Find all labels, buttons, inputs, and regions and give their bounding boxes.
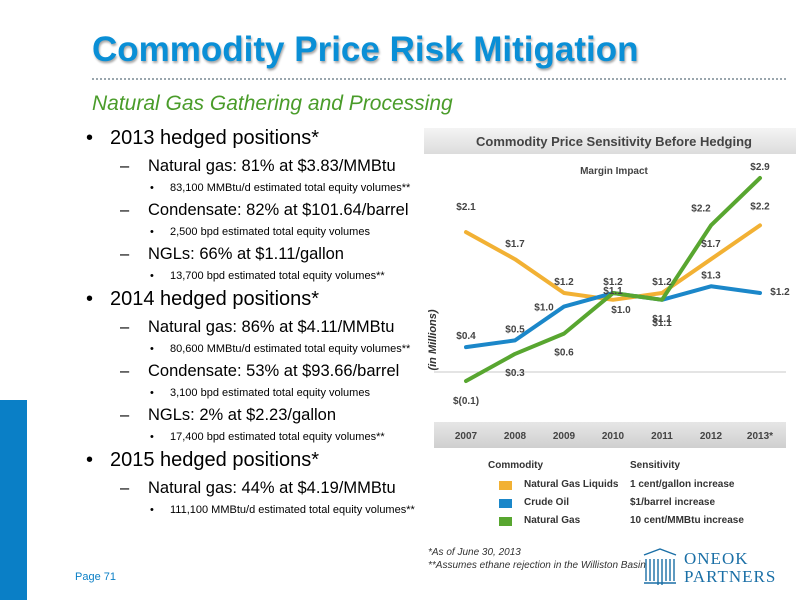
y-axis-label: (in Millions) <box>427 309 439 370</box>
note-bullet: 111,100 MMBtu/d estimated total equity v… <box>78 503 418 517</box>
sensitivity-chart: Commodity Price Sensitivity Before Hedgi… <box>424 128 796 540</box>
data-label: $1.7 <box>505 239 525 250</box>
data-label: $0.6 <box>554 348 574 359</box>
data-label: $1.2 <box>603 277 623 288</box>
legend-row-ngl: Natural Gas Liquids 1 cent/gallon increa… <box>424 479 796 493</box>
bullet-list: 2013 hedged positions* Natural gas: 81% … <box>78 122 418 521</box>
sub-bullet: Natural gas: 44% at $4.19/MMBtu <box>78 478 418 499</box>
data-label: $1.0 <box>611 305 631 316</box>
data-label: $1.0 <box>534 303 554 314</box>
note-bullet: 2,500 bpd estimated total equity volumes <box>78 225 418 239</box>
page-number: Page 71 <box>75 571 116 583</box>
data-label: $0.4 <box>456 331 476 342</box>
note-bullet: 17,400 bpd estimated total equity volume… <box>78 430 418 444</box>
data-label: $1.7 <box>701 239 721 250</box>
data-label: $1.1 <box>652 314 672 325</box>
footnotes: *As of June 30, 2013 **Assumes ethane re… <box>428 546 646 572</box>
legend-sensitivity: 1 cent/gallon increase <box>630 479 735 490</box>
x-tick-label: 2010 <box>602 431 625 442</box>
logo-text-partners: PARTNERS <box>684 567 777 586</box>
x-tick-label: 2007 <box>455 431 478 442</box>
x-tick-label: 2012 <box>700 431 723 442</box>
note-bullet: 13,700 bpd estimated total equity volume… <box>78 269 418 283</box>
sub-bullet: NGLs: 66% at $1.11/gallon <box>78 244 418 265</box>
legend-row-gas: Natural Gas 10 cent/MMBtu increase <box>424 515 796 529</box>
data-label: $1.2 <box>770 287 790 298</box>
chart-canvas: Commodity Price Sensitivity Before Hedgi… <box>424 128 796 448</box>
chart-subtitle: Margin Impact <box>580 166 648 177</box>
data-label: $1.2 <box>652 277 672 288</box>
legend-row-crude: Crude Oil $1/barrel increase <box>424 497 796 511</box>
data-label: $1.1 <box>652 318 672 329</box>
data-label: $(0.1) <box>453 396 479 407</box>
data-label: $0.3 <box>505 368 525 379</box>
legend-name: Natural Gas <box>524 515 581 526</box>
data-label: $2.1 <box>456 202 476 213</box>
logo-text-oneok: ONEOK <box>684 549 749 568</box>
note-bullet: 3,100 bpd estimated total equity volumes <box>78 386 418 400</box>
note-bullet: 83,100 MMBtu/d estimated total equity vo… <box>78 181 418 195</box>
footnote-1: *As of June 30, 2013 <box>428 547 521 558</box>
series-line-natural-gas <box>464 176 762 383</box>
chart-title: Commodity Price Sensitivity Before Hedgi… <box>476 134 752 149</box>
chart-header-bg <box>424 128 796 154</box>
sub-bullet: Condensate: 53% at $93.66/barrel <box>78 361 418 382</box>
x-tick-label: 2008 <box>504 431 527 442</box>
bullet-2015: 2015 hedged positions* <box>78 448 418 472</box>
bullet-2014: 2014 hedged positions* <box>78 287 418 311</box>
accent-bar <box>0 400 27 600</box>
x-tick-label: 2009 <box>553 431 576 442</box>
data-label: $1.2 <box>554 277 574 288</box>
sub-bullet: Natural gas: 81% at $3.83/MMBtu <box>78 156 418 177</box>
note-bullet: 80,600 MMBtu/d estimated total equity vo… <box>78 342 418 356</box>
legend-swatch-ngl <box>499 481 512 490</box>
page-subtitle: Natural Gas Gathering and Processing <box>92 92 453 115</box>
sub-bullet: NGLs: 2% at $2.23/gallon <box>78 405 418 426</box>
legend-commodity-header: Commodity <box>488 460 543 471</box>
legend-sensitivity: 10 cent/MMBtu increase <box>630 515 744 526</box>
legend-sensitivity: $1/barrel increase <box>630 497 716 508</box>
data-label: $2.9 <box>750 162 770 173</box>
x-tick-label: 2013* <box>747 431 773 442</box>
data-label: $2.2 <box>750 201 770 212</box>
page-title: Commodity Price Risk Mitigation <box>92 30 639 69</box>
legend-swatch-gas <box>499 517 512 526</box>
company-logo: ONEOK PARTNERS <box>640 543 790 591</box>
legend-name: Crude Oil <box>524 497 570 508</box>
bullet-2013: 2013 hedged positions* <box>78 126 418 150</box>
series-layer <box>464 176 762 383</box>
series-line-natural-gas-liquids <box>464 223 762 302</box>
legend-swatch-crude <box>499 499 512 508</box>
data-label: $1.3 <box>701 270 721 281</box>
legend-sensitivity-header: Sensitivity <box>630 460 681 471</box>
data-label: $2.2 <box>691 203 711 214</box>
tick-layer: 2007 2008 2009 2010 2011 2012 2013* <box>455 431 773 442</box>
logo-mark-icon <box>643 548 677 585</box>
label-layer: $2.1$1.7$1.2$1.1$1.2$1.7$2.2$0.4$0.5$1.0… <box>453 162 790 407</box>
data-label: $1.1 <box>603 286 623 297</box>
x-tick-label: 2011 <box>651 431 673 442</box>
data-label: $0.5 <box>505 324 525 335</box>
title-divider <box>92 78 786 80</box>
sub-bullet: Natural gas: 86% at $4.11/MMBtu <box>78 317 418 338</box>
x-axis-band <box>434 422 786 448</box>
legend-name: Natural Gas Liquids <box>524 479 619 490</box>
sub-bullet: Condensate: 82% at $101.64/barrel <box>78 200 418 221</box>
footnote-2: **Assumes ethane rejection in the Willis… <box>428 560 646 571</box>
